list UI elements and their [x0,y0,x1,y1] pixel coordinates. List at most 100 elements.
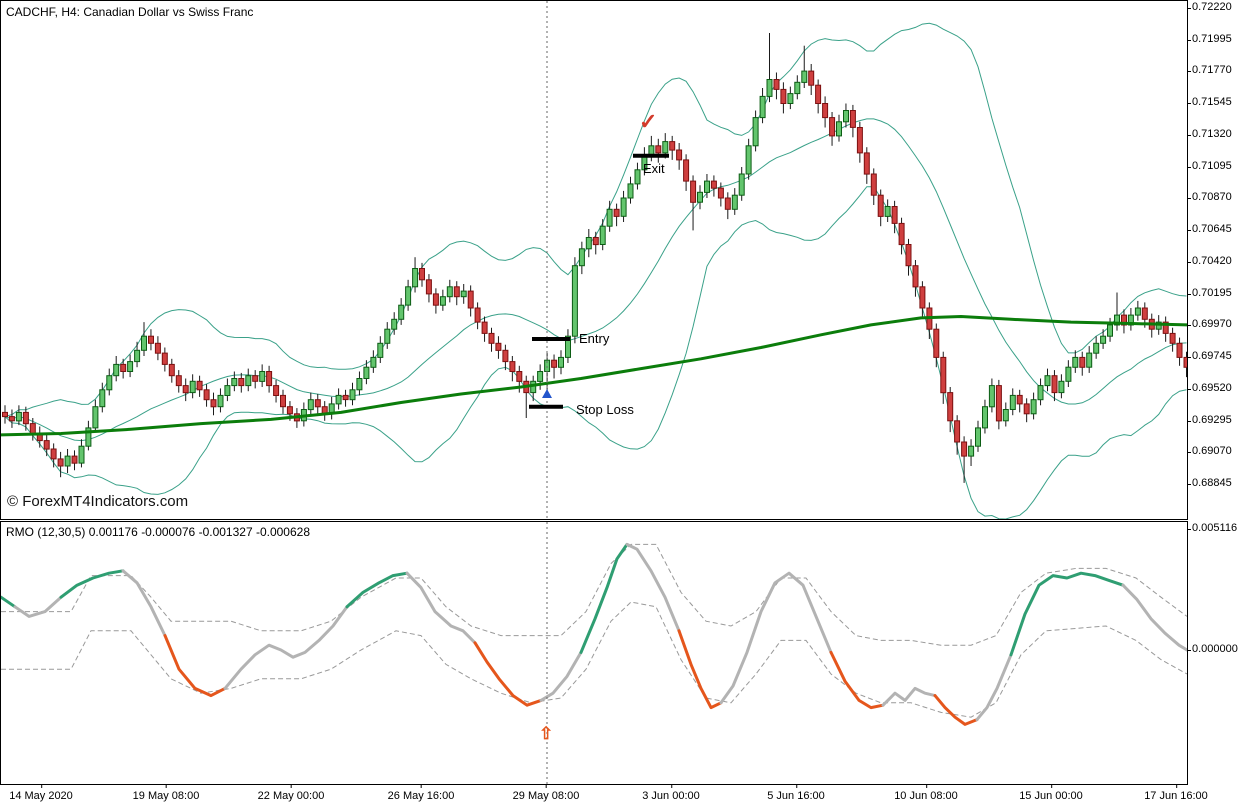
bull-candle [738,173,745,196]
bull-candle [620,197,627,217]
bull-candle [64,455,71,467]
bull-candle [1072,356,1079,368]
bear-candle [551,359,558,368]
bull-candle [370,356,377,368]
bull-candle [245,375,252,387]
bull-candle [307,399,314,411]
bull-candle [1002,409,1009,422]
bull-candle [801,70,808,83]
bull-candle [794,81,801,95]
time-scale[interactable]: 14 May 2020 19 May 08:00 22 May 00:00 26 Ma… [0,784,1256,809]
price-axis-label: 0.69745 [1187,350,1232,362]
bear-candle [71,455,78,464]
bear-candle [849,110,856,128]
bear-candle [419,268,425,281]
rmo-line-segment [539,650,583,702]
time-axis-label: 3 Jun 00:00 [642,784,700,802]
bull-candle [787,93,794,104]
bear-candle [1051,375,1058,394]
bull-candle [363,366,370,380]
time-axis-label: 22 May 00:00 [257,784,325,802]
bull-candle [982,406,988,429]
bollinger-upper-band [4,22,1187,418]
bear-candle [210,399,217,408]
bear-candle [933,328,940,358]
bear-candle [1121,314,1127,326]
time-axis-label: 15 Jun 00:00 [1019,784,1083,802]
bear-candle [954,420,961,443]
bull-candle [884,206,891,217]
bull-candle [745,145,752,175]
rmo-line-segment [1,595,17,609]
bear-candle [1023,403,1030,415]
bear-candle [613,208,620,217]
rmo-line-segment [677,629,723,710]
bear-candle [592,237,599,246]
rmo-indicator-panel[interactable]: RMO (12,30,5) 0.001176 -0.000076 -0.0013… [0,521,1188,785]
bear-candle [182,385,189,394]
bull-candle [1093,342,1100,354]
bear-candle [961,441,968,457]
bear-candle [314,399,321,408]
bull-candle [141,335,147,351]
bear-candle [29,423,36,435]
buy-entry-arrow-icon [542,389,552,398]
bull-candle [405,286,412,306]
exit-label: Exit [643,161,665,176]
rmo-line-segment [829,650,885,710]
bollinger-lower-band [4,186,1187,519]
bear-candle [773,79,780,90]
price-axis-label: 0.69295 [1187,414,1232,426]
bear-candle [808,70,815,86]
main-chart-panel[interactable]: CADCHF, H4: Canadian Dollar vs Swiss Fra… [0,0,1188,520]
bull-candle [697,191,703,203]
bear-candle [432,293,439,306]
price-axis-label: 0.71995 [1187,33,1232,45]
bear-candle [266,371,273,387]
bear-candle [829,117,836,137]
bear-candle [669,141,676,151]
bull-candle [335,394,342,405]
bear-candle [2,411,8,418]
bull-candle [189,380,196,394]
bull-candle [988,385,995,408]
rmo-line-segment [163,634,227,698]
bear-candle [50,448,57,460]
bull-candle [1058,380,1065,394]
rmo-line-segment [405,571,477,645]
bear-candle [822,103,829,119]
rmo-line-segment [345,571,409,609]
rmo-line-segment [625,542,681,633]
rmo-indicator-canvas[interactable] [1,522,1187,784]
bull-candle [398,304,405,320]
bear-candle [676,149,683,161]
bear-candle [488,332,495,344]
bear-candle [898,222,905,246]
moving-average-line [1,315,1187,437]
price-axis-label: 0.70870 [1187,191,1232,203]
bull-candle [1107,324,1113,337]
bear-candle [1162,321,1169,334]
bull-candle [439,296,446,306]
bear-candle [912,265,919,288]
bull-candle [460,290,467,298]
rmo-line-segment [881,686,937,707]
bear-candle [516,371,523,382]
bear-candle [175,375,182,387]
bull-candle [585,237,592,250]
bull-candle [627,183,634,199]
bear-candle [1016,394,1023,405]
bear-candle [1183,356,1187,368]
bull-candle [231,378,238,387]
bull-candle [975,427,981,447]
bull-candle [571,265,578,337]
price-chart-canvas[interactable] [1,1,1187,519]
price-axis-label: 0.71545 [1187,96,1232,108]
price-axis-label: 0.71095 [1187,160,1232,172]
price-axis-label: 0.69520 [1187,382,1232,394]
bull-candle [384,328,391,344]
price-scale[interactable]: 0.72220 0.71995 0.71770 0.71545 0.71320 0.710… [1186,0,1256,809]
bull-candle [1134,307,1141,316]
bull-candle [15,411,22,422]
bull-candle [78,445,85,464]
